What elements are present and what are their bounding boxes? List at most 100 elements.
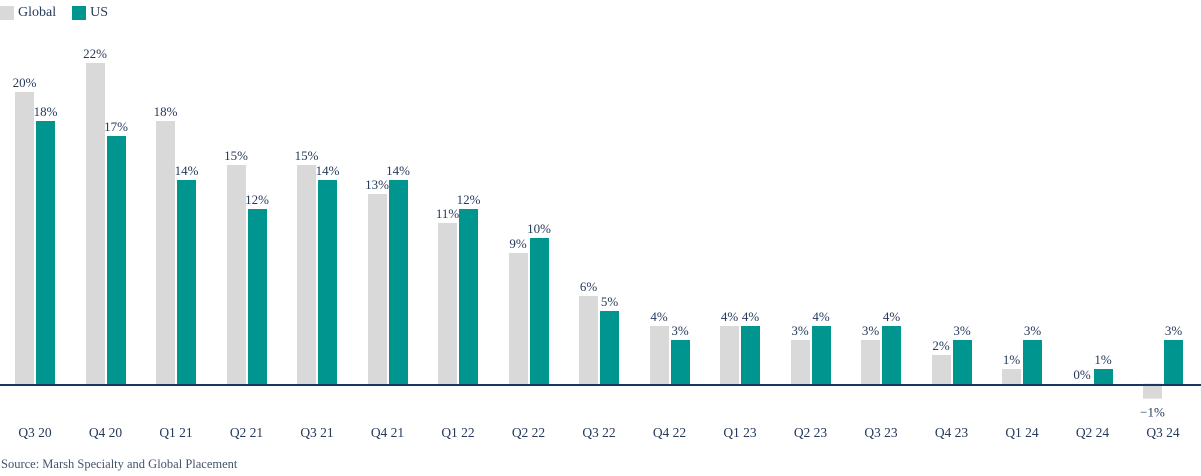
bar-pair: 18% 14% — [153, 0, 198, 384]
bar-group-q1-22: 11% 12% Q1 22 — [435, 0, 481, 441]
legend-label-global: Global — [18, 5, 57, 20]
value-label: 12% — [245, 191, 269, 207]
value-label: 9% — [509, 235, 527, 251]
value-label: 4% — [882, 308, 901, 324]
bar-group-q1-21: 18% 14% Q1 21 — [153, 0, 199, 441]
bar-us-q1-22: 12% — [457, 193, 480, 384]
bar-group-q4-22: 4% 3% Q4 22 — [649, 0, 690, 441]
bar-us-q2-21: 12% — [245, 193, 269, 384]
bar-group-q2-23: 3% 4% Q2 23 — [790, 0, 831, 441]
value-label: 22% — [83, 45, 107, 61]
bar-pair: 15% 12% — [224, 0, 269, 384]
legend-swatch-global — [0, 6, 14, 20]
bar-us-q1-21: 14% — [175, 164, 198, 384]
bar-global-q3-21: 15% — [295, 149, 318, 384]
bar-us-q1-23: 4% — [741, 310, 760, 384]
value-label: 3% — [1023, 323, 1042, 339]
value-label: 2% — [932, 337, 950, 353]
bar-global-q2-23: 3% — [790, 324, 810, 384]
value-label: 0% — [1073, 367, 1091, 382]
value-label: −1% — [1140, 404, 1165, 420]
bar-us-q4-20: 17% — [104, 120, 128, 384]
value-label: 10% — [527, 221, 551, 236]
source-note: Source: Marsh Specialty and Global Place… — [1, 457, 238, 471]
legend-swatch-us — [72, 6, 87, 20]
x-axis-label: Q3 24 — [1146, 425, 1180, 440]
bar-us-q4-21: 14% — [386, 164, 410, 384]
bar-group-q2-21: 15% 12% Q2 21 — [224, 0, 269, 441]
x-axis-label: Q2 22 — [511, 425, 546, 440]
value-label: 18% — [33, 104, 58, 120]
x-axis-label: Q1 24 — [1005, 425, 1039, 440]
bar-pair: 20% 18% — [13, 0, 57, 384]
bar-pair: 4% 3% — [649, 0, 690, 384]
bar-global-q1-24: 1% — [1002, 353, 1021, 384]
bar-pair: 1% 3% — [1002, 0, 1042, 384]
bar-pair: 0% 1% — [1073, 0, 1113, 384]
bar-group-q3-20: 20% 18% Q3 20 — [13, 0, 58, 441]
bar-us-q2-23: 4% — [811, 310, 831, 384]
value-label: 12% — [456, 191, 481, 207]
bar-global-q1-23: 4% — [720, 310, 739, 384]
x-axis-label: Q4 21 — [370, 425, 405, 440]
bar-pair: 3% 4% — [790, 0, 831, 384]
bar-group-q2-24: 0% 1% Q2 24 — [1073, 0, 1113, 441]
value-label: 4% — [812, 308, 830, 324]
bar-global-q2-21: 15% — [224, 149, 248, 384]
value-label: 14% — [174, 162, 199, 178]
bar-pair: 22% 17% — [83, 0, 128, 384]
bar-group-q4-20: 22% 17% Q4 20 — [83, 0, 128, 441]
x-axis-label: Q4 22 — [652, 425, 687, 440]
bar-us-q1-24: 3% — [1023, 324, 1042, 384]
value-label: 17% — [104, 118, 128, 134]
value-label: 3% — [953, 323, 971, 339]
bar-global-q3-22: 6% — [579, 280, 598, 384]
bar-group-q3-24: −1% 3% Q3 24 — [1140, 0, 1183, 441]
value-label: 14% — [315, 162, 340, 178]
value-label: 4% — [720, 308, 739, 324]
value-label: 1% — [1002, 352, 1021, 368]
bar-pair: −1% 3% — [1140, 0, 1183, 419]
x-axis-label: Q2 24 — [1075, 425, 1110, 440]
plot-area: 20% 18% Q3 20 22% 17% Q4 20 18% 14% Q1 21 15% 12% Q… — [13, 0, 1183, 441]
x-axis-label: Q1 21 — [159, 425, 193, 440]
value-label: 3% — [1164, 323, 1183, 339]
bar-global-q4-21: 13% — [365, 178, 389, 384]
x-axis-label: Q3 21 — [300, 425, 334, 440]
bar-group-q3-21: 15% 14% Q3 21 — [295, 0, 340, 441]
value-label: 11% — [435, 206, 460, 222]
bar-pair: 3% 4% — [861, 0, 901, 384]
bar-global-q2-22: 9% — [508, 237, 528, 384]
chart-legend: Global US — [0, 5, 124, 21]
value-label: 13% — [365, 177, 389, 193]
x-axis-label: Q1 23 — [723, 425, 757, 440]
bar-global-q3-24: −1% — [1140, 384, 1165, 419]
bar-us-q3-20: 18% — [34, 105, 57, 384]
value-label: 4% — [741, 308, 760, 324]
value-label: 3% — [671, 323, 689, 339]
legend-label-us: US — [90, 5, 109, 20]
x-axis-label: Q2 23 — [793, 425, 828, 440]
bar-pair: 15% 14% — [295, 0, 340, 384]
bar-us-q3-24: 3% — [1164, 324, 1183, 384]
bar-group-q3-22: 6% 5% Q3 22 — [579, 0, 619, 441]
bar-group-q1-23: 4% 4% Q1 23 — [720, 0, 760, 441]
value-label: 15% — [294, 148, 319, 163]
value-label: 15% — [224, 148, 248, 163]
x-axis-label: Q3 20 — [18, 425, 52, 440]
bar-group-q4-23: 2% 3% Q4 23 — [931, 0, 972, 441]
bar-global-q4-20: 22% — [83, 47, 107, 384]
value-label: 4% — [650, 308, 668, 324]
value-label: 20% — [12, 75, 37, 90]
bar-group-q2-22: 9% 10% Q2 22 — [508, 0, 551, 441]
bar-global-q3-20: 20% — [13, 76, 36, 384]
value-label: 3% — [791, 323, 809, 339]
value-label: 18% — [153, 104, 178, 120]
x-axis-line — [0, 384, 1201, 386]
bar-us-q3-23: 4% — [882, 310, 901, 384]
value-label: 1% — [1094, 352, 1112, 368]
bar-global-q4-22: 4% — [649, 310, 669, 384]
bar-us-q3-22: 5% — [600, 295, 619, 384]
bar-us-q4-22: 3% — [670, 324, 690, 384]
